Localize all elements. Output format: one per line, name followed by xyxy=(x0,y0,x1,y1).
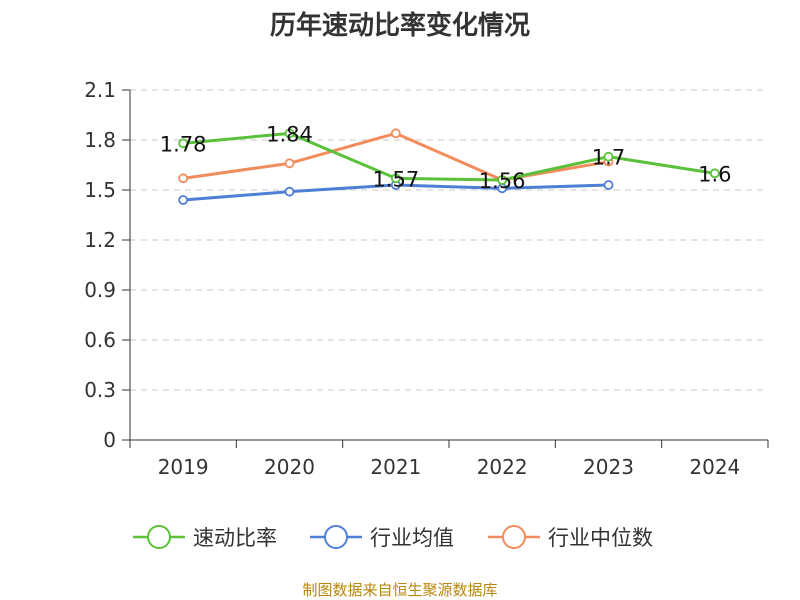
legend-label: 速动比率 xyxy=(193,526,277,550)
data-point xyxy=(603,180,614,190)
data-label: 1.84 xyxy=(266,122,313,146)
x-tick-label: 2022 xyxy=(477,455,528,479)
data-label: 1.78 xyxy=(160,132,207,156)
data-labels: 1.78 1.84 1.57 1.56 1.7 1.6 xyxy=(160,122,732,193)
data-point xyxy=(284,158,295,169)
data-label: 1.7 xyxy=(592,146,625,170)
data-point xyxy=(390,173,401,184)
data-point xyxy=(390,128,401,139)
legend-marker-icon xyxy=(324,525,348,549)
y-tick-label: 1.2 xyxy=(84,228,116,252)
series-group xyxy=(178,128,720,205)
y-tick-label: 0.3 xyxy=(84,378,116,402)
legend-item: 行业中位数 xyxy=(488,525,653,550)
y-tick-label: 0 xyxy=(103,428,116,452)
legend-item: 速动比率 xyxy=(133,525,277,550)
data-point xyxy=(178,173,189,184)
legend-marker-icon xyxy=(147,525,171,549)
data-point xyxy=(497,175,508,185)
data-point xyxy=(178,138,189,149)
x-tick-label: 2021 xyxy=(370,455,421,479)
data-point xyxy=(284,186,295,197)
y-tick-label: 1.8 xyxy=(84,128,116,152)
legend: 速动比率 行业均值 行业中位数 xyxy=(133,525,653,550)
legend-label: 行业中位数 xyxy=(548,526,653,550)
data-label: 1.6 xyxy=(698,162,731,186)
data-label: 1.57 xyxy=(372,167,419,191)
y-tick-label: 1.5 xyxy=(84,178,116,202)
legend-label: 行业均值 xyxy=(370,526,454,550)
data-point xyxy=(603,151,614,162)
legend-marker-icon xyxy=(502,525,526,549)
data-point xyxy=(709,168,720,179)
source-note: 制图数据来自恒生聚源数据库 xyxy=(302,581,497,599)
y-axis: 0 0.3 0.6 0.9 1.2 1.5 1.8 2.1 xyxy=(84,78,131,452)
x-tick-label: 2020 xyxy=(264,455,315,479)
data-point xyxy=(284,128,295,139)
data-point xyxy=(178,195,189,205)
y-tick-label: 0.9 xyxy=(84,278,116,302)
x-axis: 2019 2020 2021 2022 2023 2024 xyxy=(129,439,769,479)
y-tick-label: 2.1 xyxy=(84,78,116,102)
x-tick-label: 2023 xyxy=(583,455,634,479)
x-tick-label: 2019 xyxy=(158,455,209,479)
series-line xyxy=(183,131,716,182)
data-label: 1.56 xyxy=(479,169,526,193)
chart-title: 历年速动比率变化情况 xyxy=(270,10,530,41)
y-tick-label: 0.6 xyxy=(84,328,116,352)
gridlines xyxy=(130,89,768,391)
legend-item: 行业均值 xyxy=(310,525,454,550)
x-tick-label: 2024 xyxy=(689,455,740,479)
